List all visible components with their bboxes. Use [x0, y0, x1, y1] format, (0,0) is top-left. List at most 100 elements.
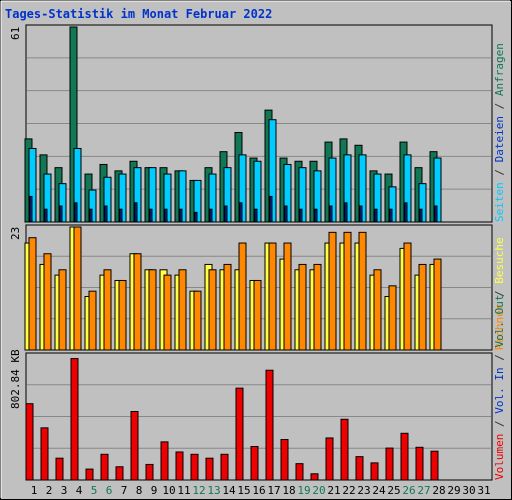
bar-rechner	[118, 279, 127, 351]
bar-rechner	[373, 269, 382, 351]
bar-dateien	[434, 205, 438, 223]
bar-volumen	[265, 369, 274, 481]
day-label: 18	[282, 484, 295, 497]
bar-dateien	[44, 208, 48, 223]
day-label: 8	[136, 484, 143, 497]
bar-dateien	[149, 208, 153, 223]
bar-volumen	[415, 446, 424, 481]
day-label: 24	[372, 484, 386, 497]
bar-volumen	[40, 427, 49, 481]
bar-rechner	[358, 231, 367, 351]
bar-volumen	[235, 387, 244, 481]
bar-volumen	[280, 439, 289, 481]
legend-item-rechner: Rechner	[493, 303, 506, 350]
bar-volumen	[310, 473, 319, 481]
bar-rechner	[103, 269, 112, 351]
day-label: 23	[357, 484, 370, 497]
legend-middle: Rechner / Besuche	[493, 237, 506, 350]
bar-dateien	[329, 205, 333, 223]
day-label: 7	[121, 484, 128, 497]
bar-dateien	[389, 208, 393, 223]
day-label: 31	[477, 484, 490, 497]
bar-dateien	[209, 208, 213, 223]
bar-dateien	[89, 208, 93, 223]
bar-rechner	[343, 231, 352, 351]
bar-volumen	[385, 447, 394, 481]
day-label: 14	[222, 484, 236, 497]
bar-rechner	[73, 226, 82, 351]
y-max-label-middle: 23	[9, 227, 22, 240]
panel-visits	[24, 224, 493, 351]
bar-rechner	[163, 274, 172, 351]
bar-dateien	[194, 211, 198, 223]
day-label: 17	[267, 484, 280, 497]
bar-dateien	[404, 202, 408, 223]
legend-separator: /	[493, 284, 506, 304]
bar-rechner	[328, 231, 337, 351]
bar-volumen	[370, 462, 379, 481]
bar-rechner	[193, 290, 202, 351]
day-label: 2	[46, 484, 53, 497]
bar-rechner	[148, 269, 157, 351]
bar-rechner	[253, 279, 262, 351]
bar-volumen	[100, 453, 109, 481]
bar-dateien	[374, 208, 378, 223]
bar-rechner	[313, 263, 322, 351]
bar-dateien	[29, 195, 33, 223]
bar-dateien	[164, 208, 168, 223]
bar-dateien	[284, 205, 288, 223]
bar-volumen	[220, 453, 229, 481]
day-label: 1	[31, 484, 38, 497]
bar-volumen	[175, 451, 184, 481]
bar-rechner	[268, 242, 277, 351]
bar-volumen	[145, 463, 154, 481]
day-label: 21	[327, 484, 340, 497]
bar-rechner	[28, 237, 37, 351]
bar-dateien	[74, 202, 78, 223]
day-label: 26	[402, 484, 415, 497]
bar-volumen	[115, 466, 124, 481]
bar-dateien	[104, 205, 108, 223]
bar-rechner	[178, 269, 187, 351]
day-label: 25	[387, 484, 400, 497]
bar-rechner	[223, 263, 232, 351]
bar-dateien	[314, 208, 318, 223]
bar-volumen	[25, 403, 34, 481]
panel-requests	[24, 24, 493, 223]
y-max-label-bottom: 802.84 KB	[9, 349, 22, 409]
legend-top: Seiten / Dateien / Anfragen	[493, 43, 506, 222]
bar-volumen	[160, 441, 169, 481]
bar-volumen	[70, 358, 79, 481]
bar-dateien	[359, 205, 363, 223]
bar-dateien	[59, 205, 63, 223]
day-label: 20	[312, 484, 325, 497]
bar-volumen	[205, 457, 214, 481]
bar-rechner	[88, 290, 97, 351]
chart-title: Tages-Statistik im Monat Februar 2022	[5, 7, 273, 21]
day-label: 15	[237, 484, 250, 497]
bar-volumen	[430, 450, 439, 481]
legend-item-besuche: Besuche	[493, 237, 506, 283]
day-label: 9	[151, 484, 158, 497]
day-label: 6	[106, 484, 113, 497]
bar-volumen	[295, 463, 304, 481]
day-label: 19	[297, 484, 310, 497]
bar-volumen	[130, 410, 139, 481]
legend-separator: /	[493, 96, 506, 116]
legend-item-seiten: Seiten	[493, 182, 506, 222]
bar-rechner	[238, 242, 247, 351]
legend-separator: /	[493, 414, 506, 434]
bar-rechner	[298, 263, 307, 351]
bar-dateien	[299, 208, 303, 223]
y-max-label-top: 61	[9, 27, 22, 40]
day-label: 16	[252, 484, 265, 497]
bar-volumen	[400, 432, 409, 481]
legend-item-vol_out: Vol. Out	[493, 295, 506, 348]
day-label: 27	[417, 484, 430, 497]
day-label: 28	[432, 484, 445, 497]
bar-rechner	[433, 258, 442, 351]
day-label: 29	[447, 484, 460, 497]
bar-volumen	[340, 418, 349, 481]
day-label: 4	[76, 484, 83, 497]
